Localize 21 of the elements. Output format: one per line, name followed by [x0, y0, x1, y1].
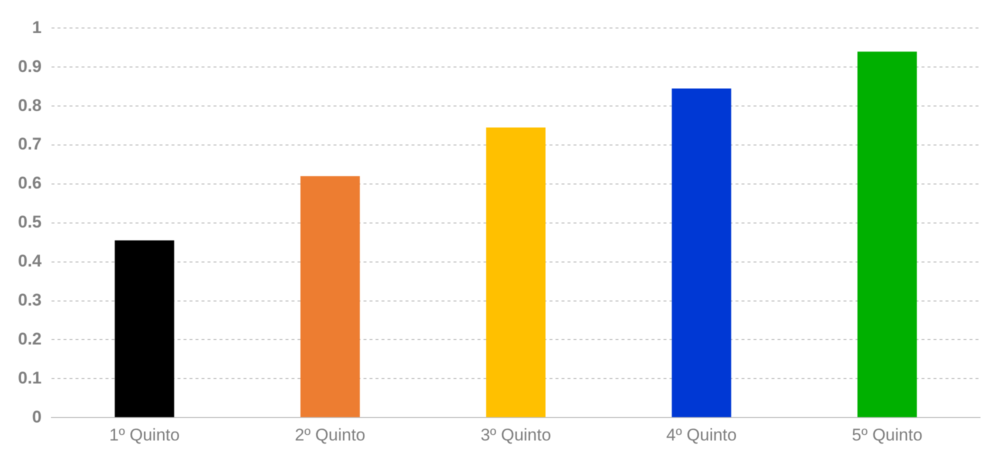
y-tick-label: 0.1 — [18, 368, 42, 388]
x-tick-label: 1º Quinto — [109, 425, 180, 444]
x-tick-label: 4º Quinto — [666, 425, 737, 444]
bar — [300, 176, 360, 418]
y-tick-label: 0.8 — [18, 96, 42, 115]
y-tick-label: 0.6 — [18, 174, 42, 193]
x-tick-label: 5º Quinto — [852, 425, 922, 444]
y-tick-label: 0 — [32, 407, 42, 426]
y-tick-label: 1 — [32, 18, 42, 37]
y-tick-label: 0.3 — [18, 290, 42, 310]
y-tick-label: 0.5 — [18, 212, 42, 232]
bar — [486, 127, 546, 418]
y-tick-label: 0.7 — [18, 134, 42, 154]
bar — [672, 88, 732, 418]
bar — [857, 52, 917, 418]
bar — [114, 240, 174, 418]
y-tick-label: 0.4 — [18, 252, 42, 271]
y-tick-label: 0.9 — [18, 56, 42, 76]
x-tick-label: 3º Quinto — [480, 425, 552, 444]
x-tick-label: 2º Quinto — [294, 425, 366, 444]
y-tick-label: 0.2 — [18, 329, 42, 348]
